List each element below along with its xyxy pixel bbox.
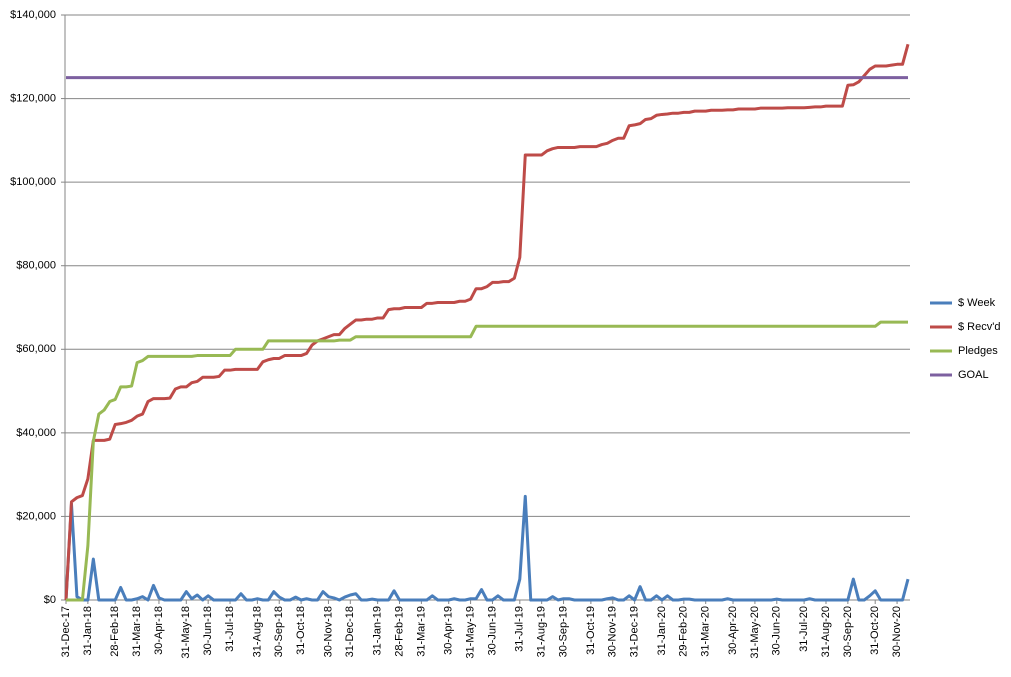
x-tick-label: 31-Aug-19 [536, 606, 548, 657]
x-tick-label: 31-Oct-20 [869, 606, 881, 655]
x-tick-label: 31-Jul-19 [514, 606, 526, 652]
x-tick-label: 31-Dec-17 [60, 606, 72, 657]
legend-label: $ Recv'd [958, 321, 1000, 333]
x-tick-label: 30-Nov-18 [322, 606, 334, 657]
x-tick-label: 31-May-18 [180, 606, 192, 659]
x-tick-label: 30-Jun-19 [486, 606, 498, 656]
x-tick-label: 31-May-19 [465, 606, 477, 659]
y-tick-label: $80,000 [16, 260, 56, 272]
x-tick-label: 30-Nov-19 [607, 606, 619, 657]
x-tick-label: 30-Apr-19 [443, 606, 455, 655]
x-tick-label: 29-Feb-20 [678, 606, 690, 657]
x-tick-label: 31-Jul-18 [224, 606, 236, 652]
x-tick-label: 31-Oct-18 [295, 606, 307, 655]
legend-label: $ Week [958, 297, 996, 309]
y-tick-label: $20,000 [16, 510, 56, 522]
x-tick-label: 31-Jan-19 [372, 606, 384, 656]
x-tick-label: 31-Dec-18 [344, 606, 356, 657]
x-tick-label: 31-Mar-18 [131, 606, 143, 657]
x-tick-label: 31-May-20 [749, 606, 761, 659]
x-tick-label: 30-Sep-18 [273, 606, 285, 657]
y-tick-label: $140,000 [10, 9, 56, 21]
x-tick-label: 31-Oct-19 [585, 606, 597, 655]
x-tick-label: 30-Sep-20 [842, 606, 854, 657]
legend-label: GOAL [958, 369, 989, 381]
y-tick-label: $120,000 [10, 92, 56, 104]
x-tick-label: 31-Jul-20 [798, 606, 810, 652]
y-tick-label: $0 [44, 594, 56, 606]
legend-label: Pledges [958, 345, 998, 357]
x-tick-label: 31-Mar-20 [700, 606, 712, 657]
y-tick-label: $100,000 [10, 176, 56, 188]
series-line [64, 43, 910, 601]
x-tick-label: 31-Mar-19 [415, 606, 427, 657]
x-tick-label: 30-Apr-18 [153, 606, 165, 655]
x-tick-label: 30-Sep-19 [557, 606, 569, 657]
x-tick-label: 31-Jan-20 [656, 606, 668, 656]
x-tick-label: 28-Feb-19 [393, 606, 405, 657]
y-tick-label: $60,000 [16, 343, 56, 355]
y-tick-label: $40,000 [16, 427, 56, 439]
x-tick-label: 31-Dec-19 [629, 606, 641, 657]
x-tick-label: 30-Nov-20 [891, 606, 903, 657]
series-line [66, 320, 908, 602]
x-tick-label: 30-Apr-20 [727, 606, 739, 655]
x-tick-label: 31-Aug-18 [251, 606, 263, 657]
x-tick-label: 30-Jun-18 [202, 606, 214, 656]
x-tick-label: 28-Feb-18 [109, 606, 121, 657]
x-tick-label: 31-Aug-20 [820, 606, 832, 657]
series-line [64, 494, 910, 602]
x-tick-label: 30-Jun-20 [771, 606, 783, 656]
x-tick-label: 31-Jan-18 [82, 606, 94, 656]
